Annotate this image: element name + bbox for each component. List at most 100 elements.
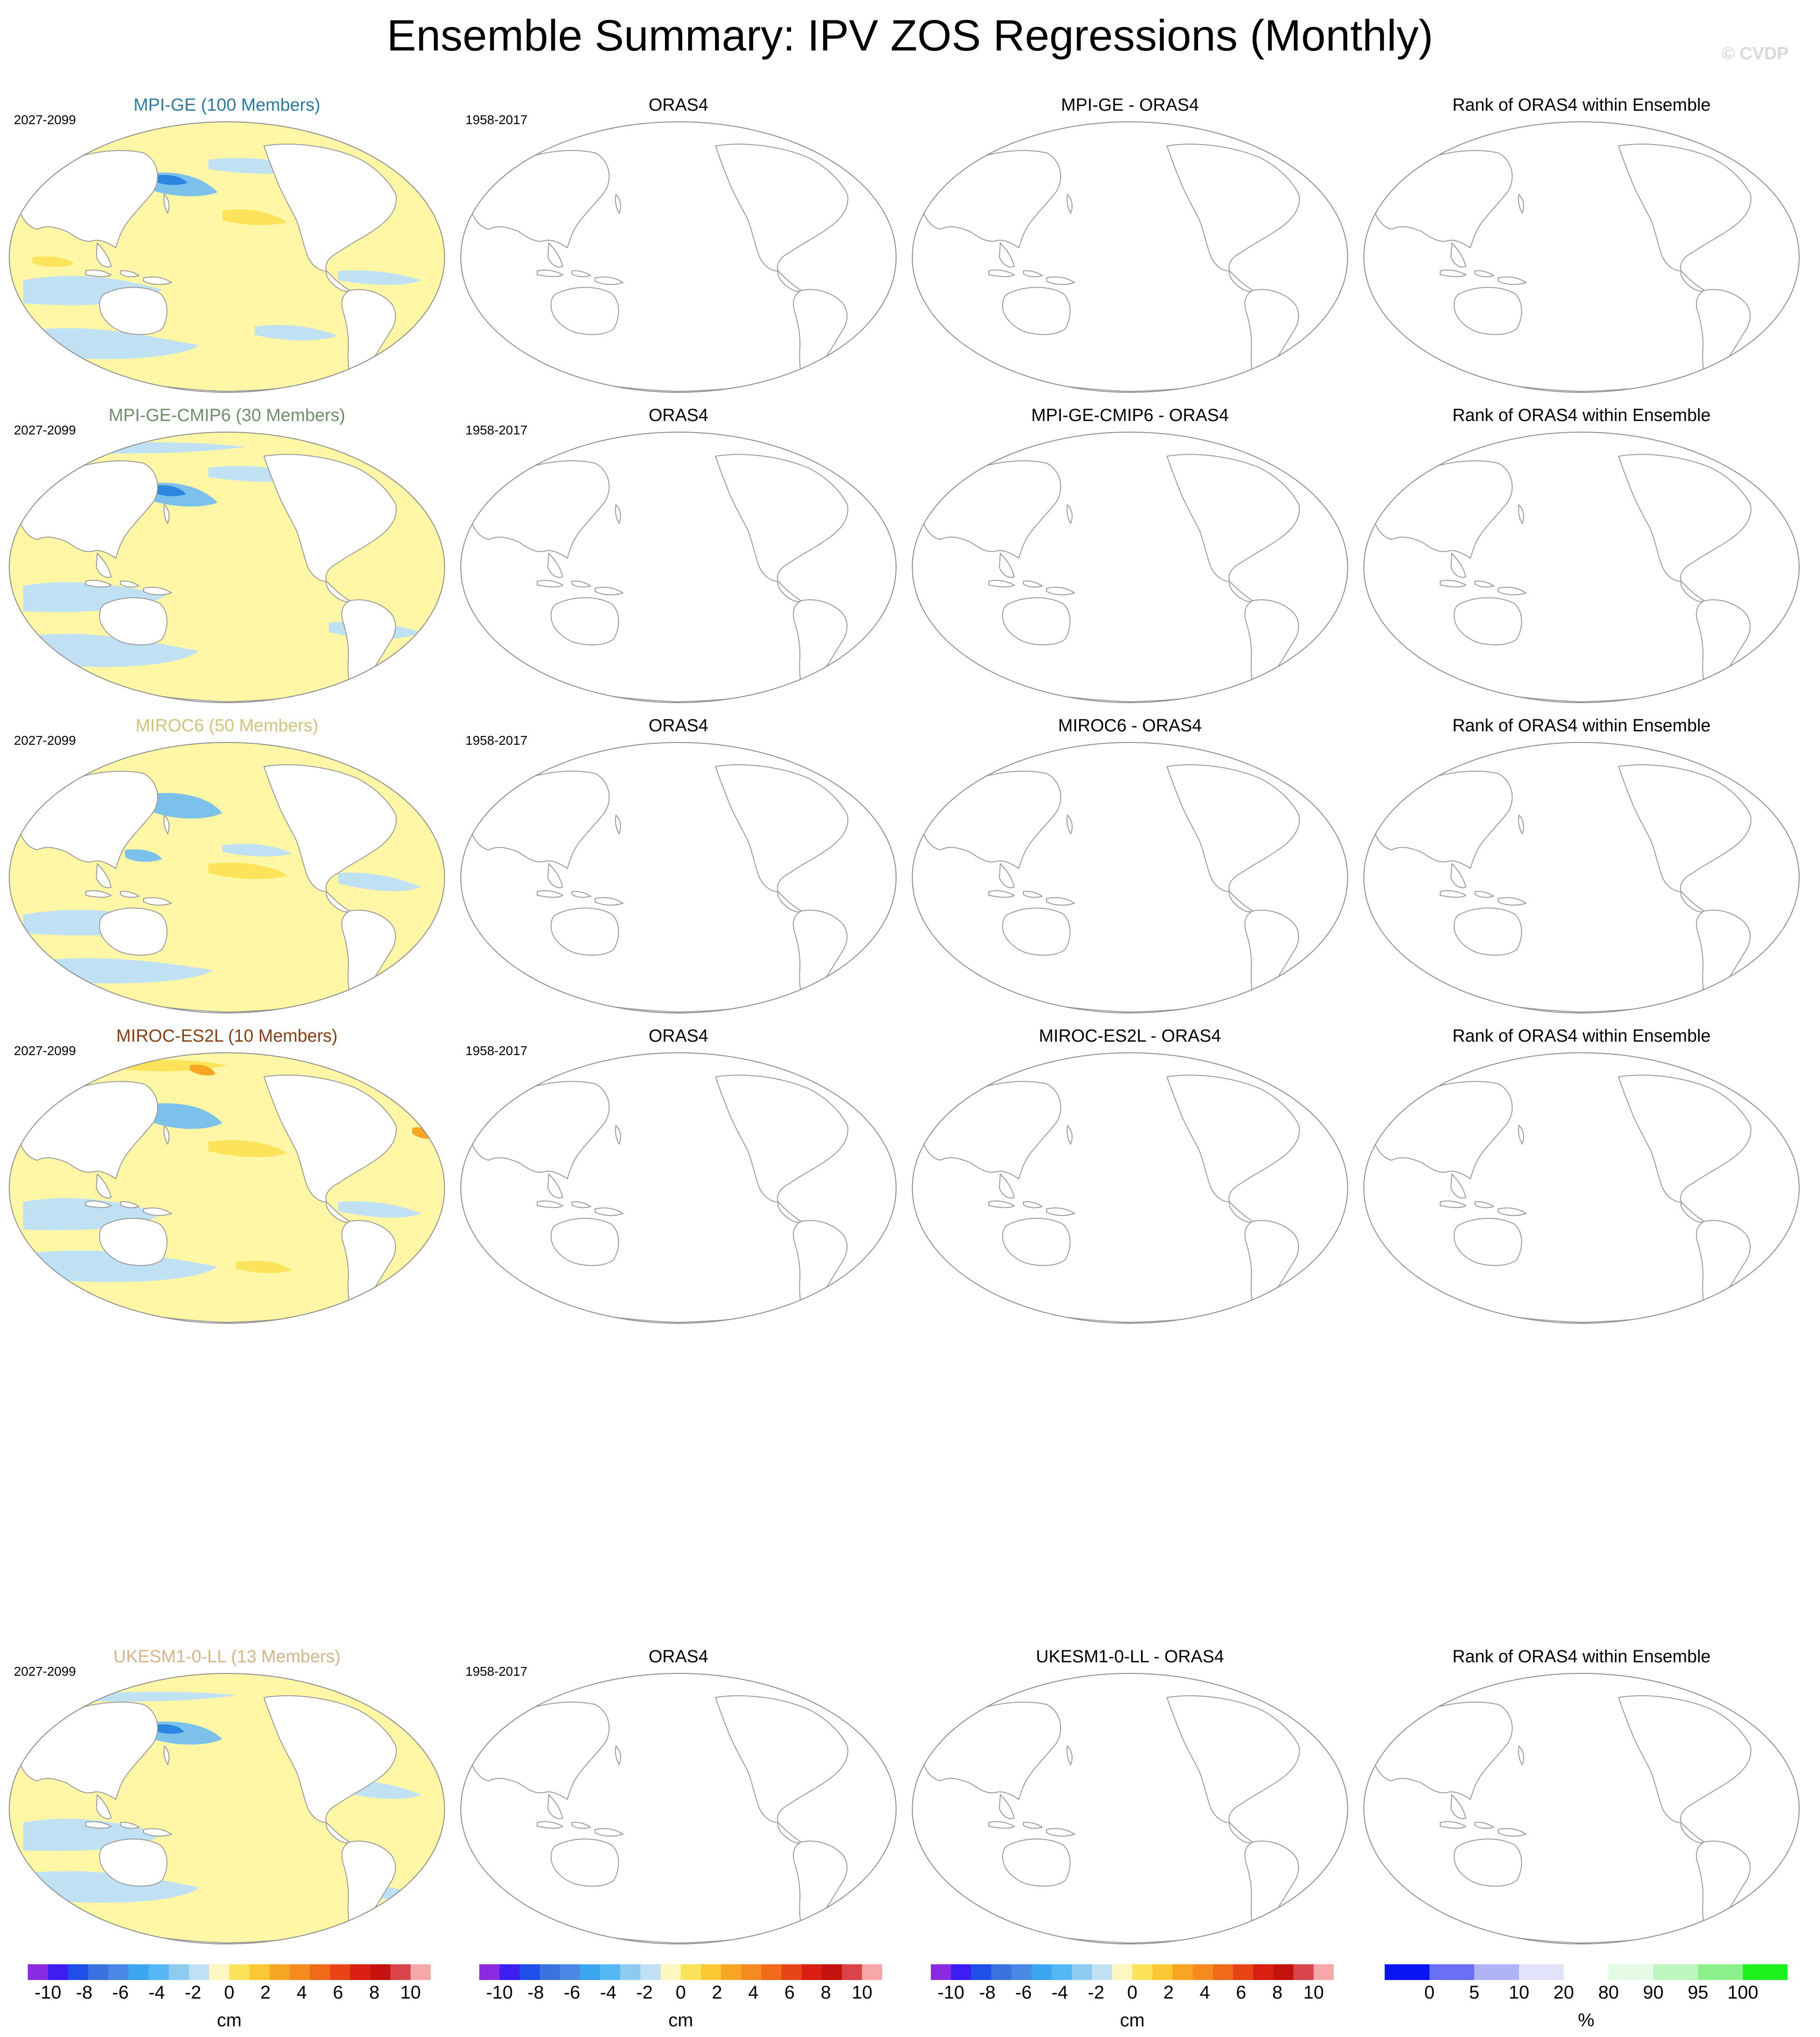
- colorbar-swatch: [1653, 1964, 1699, 1980]
- colorbar-swatch: [48, 1964, 69, 1980]
- panel-title: UKESM1-0-LL (13 Members): [113, 1647, 341, 1666]
- coastline-australia: [1453, 1838, 1522, 1887]
- anomaly-region: [32, 1250, 218, 1282]
- blank-map: [460, 1673, 897, 1944]
- coastline-centam: [1229, 580, 1254, 602]
- colorbar-swatch: [991, 1964, 1012, 1980]
- panel-period: 2027-2099: [14, 1044, 76, 1058]
- colorbar-swatch: [540, 1964, 560, 1980]
- panel-model-row-3: MIROC6 (50 Members) 2027-2099: [5, 716, 449, 1013]
- colorbar-tick-label: -8: [527, 1982, 544, 2003]
- colorbar-swatch: [1519, 1964, 1564, 1980]
- colorbar-swatch: [1011, 1964, 1032, 1980]
- colorbar-swatch: [1743, 1964, 1788, 1980]
- panel-diff-row-3: MIROC6 - ORAS4: [908, 716, 1352, 1013]
- colorbar-tick-label: -2: [636, 1982, 653, 2003]
- coastline-indochina: [998, 242, 1015, 268]
- anomaly-region: [222, 209, 287, 226]
- colorbar-tick-label: 6: [784, 1982, 795, 2003]
- filled-map: [9, 1052, 445, 1324]
- map-container: [456, 1670, 901, 1948]
- map-container: [908, 118, 1352, 396]
- panel-title: ORAS4: [648, 406, 709, 425]
- colorbar-swatch: [390, 1964, 411, 1980]
- colorbar-unit: cm: [217, 2010, 242, 2031]
- colorbar-tick-label: 10: [400, 1982, 421, 2003]
- coastline-namerica: [1166, 144, 1300, 272]
- coastline-indonesia2: [571, 891, 592, 898]
- colorbar: -10 -8 -6 -4 -2 0 2 4 6 8 10 cm: [931, 1964, 1334, 2033]
- colorbar-swatch: [721, 1964, 741, 1980]
- coastline-australia: [1002, 287, 1071, 335]
- colorbar-swatch: [971, 1964, 992, 1980]
- colorbar-tick-label: -10: [34, 1982, 62, 2003]
- coastline-japan: [1518, 193, 1525, 214]
- colorbar-tick-label: 10: [1508, 1982, 1530, 2003]
- anomaly-region: [153, 1724, 184, 1734]
- blank-map: [912, 742, 1348, 1013]
- colorbar-tick-label: 2: [1163, 1982, 1174, 2003]
- colorbar-tick-label: 0: [675, 1982, 686, 2003]
- coastline-japan: [1518, 814, 1525, 835]
- colorbar-swatch: [560, 1964, 580, 1980]
- coastline-namerica: [715, 764, 848, 893]
- blank-map: [912, 121, 1348, 393]
- coastline-japan: [1518, 503, 1525, 525]
- coastline-indonesia2: [120, 1201, 140, 1208]
- colorbar-swatch: [28, 1964, 48, 1980]
- anomaly-region: [32, 256, 74, 267]
- coastline-newguinea: [1046, 1828, 1076, 1837]
- coastline-greenland: [854, 140, 890, 168]
- panel-title: ORAS4: [648, 716, 709, 736]
- coastline-centam: [1680, 1201, 1705, 1223]
- coastline-indochina: [95, 1793, 112, 1819]
- panel-title: MPI-GE - ORAS4: [1061, 95, 1199, 115]
- coastline-indonesia1: [1440, 1821, 1467, 1829]
- colorbar-swatch: [761, 1964, 782, 1980]
- filled-map: [9, 432, 445, 703]
- panel-title: Rank of ORAS4 within Ensemble: [1452, 1026, 1711, 1046]
- map-container: [456, 739, 901, 1017]
- map-container: [1359, 118, 1804, 396]
- panel-rank-row-4: Rank of ORAS4 within Ensemble: [1359, 1026, 1804, 1324]
- coastline-australia: [1002, 597, 1071, 646]
- filled-map: [9, 742, 445, 1013]
- panel-title: MIROC-ES2L - ORAS4: [1039, 1026, 1221, 1046]
- coastline-newguinea: [595, 277, 624, 285]
- coastline-indonesia2: [120, 891, 140, 898]
- colorbar-tick-label: -6: [1015, 1982, 1032, 2003]
- coastline-greenland: [402, 761, 439, 789]
- map-container: [456, 118, 901, 396]
- coastline-indonesia2: [120, 270, 140, 277]
- panel-diff-row-5: UKESM1-0-LL - ORAS4: [908, 1647, 1352, 1944]
- panel-title: MIROC6 (50 Members): [135, 716, 319, 736]
- coastline-indonesia2: [571, 270, 592, 277]
- coastline-japan: [1066, 1745, 1073, 1766]
- coastline-newguinea: [143, 897, 173, 906]
- coastline-namerica: [263, 1075, 397, 1203]
- colorbar-swatch: [1112, 1964, 1133, 1980]
- panel-title: MPI-GE (100 Members): [133, 95, 320, 115]
- panel-diff-row-2: MPI-GE-CMIP6 - ORAS4: [908, 405, 1352, 703]
- coastline-australia: [99, 597, 168, 646]
- map-container: [5, 1670, 449, 1948]
- coastline-centam: [1680, 1822, 1705, 1843]
- colorbar-swatch: [108, 1964, 129, 1980]
- map-container: [908, 1670, 1352, 1948]
- coastline-japan: [615, 503, 621, 525]
- panel-period: 2027-2099: [14, 113, 76, 127]
- colorbar-swatch: [270, 1964, 290, 1980]
- coastline-japan: [1518, 1124, 1525, 1145]
- coastline-indonesia1: [537, 580, 564, 588]
- colorbar-swatch: [249, 1964, 270, 1980]
- coastline-greenland: [402, 140, 439, 168]
- colorbar-swatch: [289, 1964, 310, 1980]
- coastline-indonesia1: [537, 1201, 564, 1208]
- colorbar-tick-label: 10: [1303, 1982, 1324, 2003]
- coastline-newguinea: [1046, 1207, 1076, 1216]
- coastline-centam: [1229, 270, 1254, 292]
- coastline-indonesia1: [988, 1201, 1015, 1208]
- coastline-newguinea: [1046, 277, 1076, 285]
- coastline-centam: [1680, 270, 1705, 292]
- colorbar-tick-label: -2: [184, 1982, 201, 2003]
